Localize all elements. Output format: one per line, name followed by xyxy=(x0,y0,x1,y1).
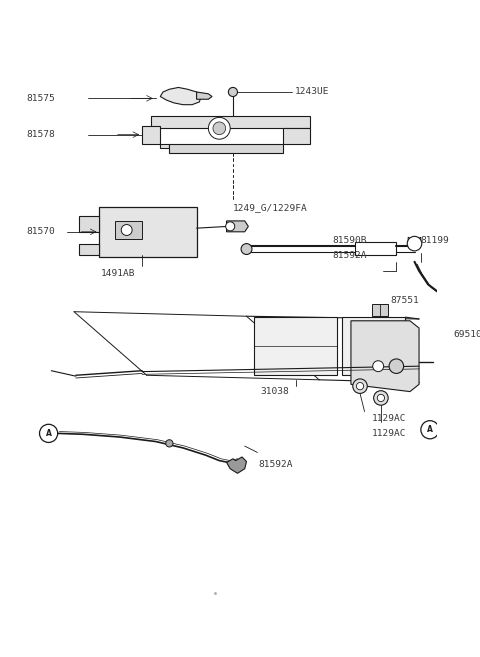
Polygon shape xyxy=(283,128,310,144)
Text: 81575: 81575 xyxy=(26,94,55,103)
Polygon shape xyxy=(151,116,310,128)
Polygon shape xyxy=(342,317,406,375)
Text: 1491AB: 1491AB xyxy=(101,269,136,278)
Polygon shape xyxy=(372,304,388,316)
Polygon shape xyxy=(227,221,248,232)
Polygon shape xyxy=(356,242,396,256)
Circle shape xyxy=(421,420,439,439)
Polygon shape xyxy=(99,208,197,258)
Text: 31038: 31038 xyxy=(260,387,289,396)
Text: 1129AC: 1129AC xyxy=(372,415,407,423)
Polygon shape xyxy=(115,221,142,239)
Polygon shape xyxy=(142,125,169,148)
Text: 81592A: 81592A xyxy=(333,251,367,260)
Circle shape xyxy=(39,424,58,442)
Polygon shape xyxy=(415,237,421,244)
Circle shape xyxy=(166,440,173,447)
Polygon shape xyxy=(160,87,201,104)
Polygon shape xyxy=(79,244,99,256)
Circle shape xyxy=(353,379,367,394)
Polygon shape xyxy=(169,144,283,153)
Circle shape xyxy=(389,359,404,373)
Circle shape xyxy=(377,394,384,401)
Text: 1243UE: 1243UE xyxy=(295,87,329,97)
Circle shape xyxy=(226,222,235,231)
Text: 87551: 87551 xyxy=(390,296,419,306)
Circle shape xyxy=(373,391,388,405)
Text: A: A xyxy=(46,429,51,438)
Text: 81578: 81578 xyxy=(26,130,55,139)
Polygon shape xyxy=(254,317,337,375)
Text: 81590B: 81590B xyxy=(333,237,367,245)
Circle shape xyxy=(121,225,132,235)
Circle shape xyxy=(208,118,230,139)
Circle shape xyxy=(241,244,252,254)
Polygon shape xyxy=(227,457,247,473)
Text: 81570: 81570 xyxy=(26,227,55,237)
Polygon shape xyxy=(197,92,212,99)
Text: 69510: 69510 xyxy=(454,330,480,339)
Circle shape xyxy=(407,237,422,251)
Circle shape xyxy=(228,87,238,97)
Circle shape xyxy=(213,122,226,135)
Polygon shape xyxy=(351,321,419,392)
Text: 1129AC: 1129AC xyxy=(372,429,407,438)
Circle shape xyxy=(373,361,384,372)
Text: 1249_G/1229FA: 1249_G/1229FA xyxy=(233,203,308,212)
Polygon shape xyxy=(408,237,415,244)
Circle shape xyxy=(356,382,364,390)
Text: A: A xyxy=(427,425,433,434)
Text: 81199: 81199 xyxy=(421,237,450,245)
Text: 81592A: 81592A xyxy=(258,460,293,468)
Polygon shape xyxy=(79,216,99,232)
